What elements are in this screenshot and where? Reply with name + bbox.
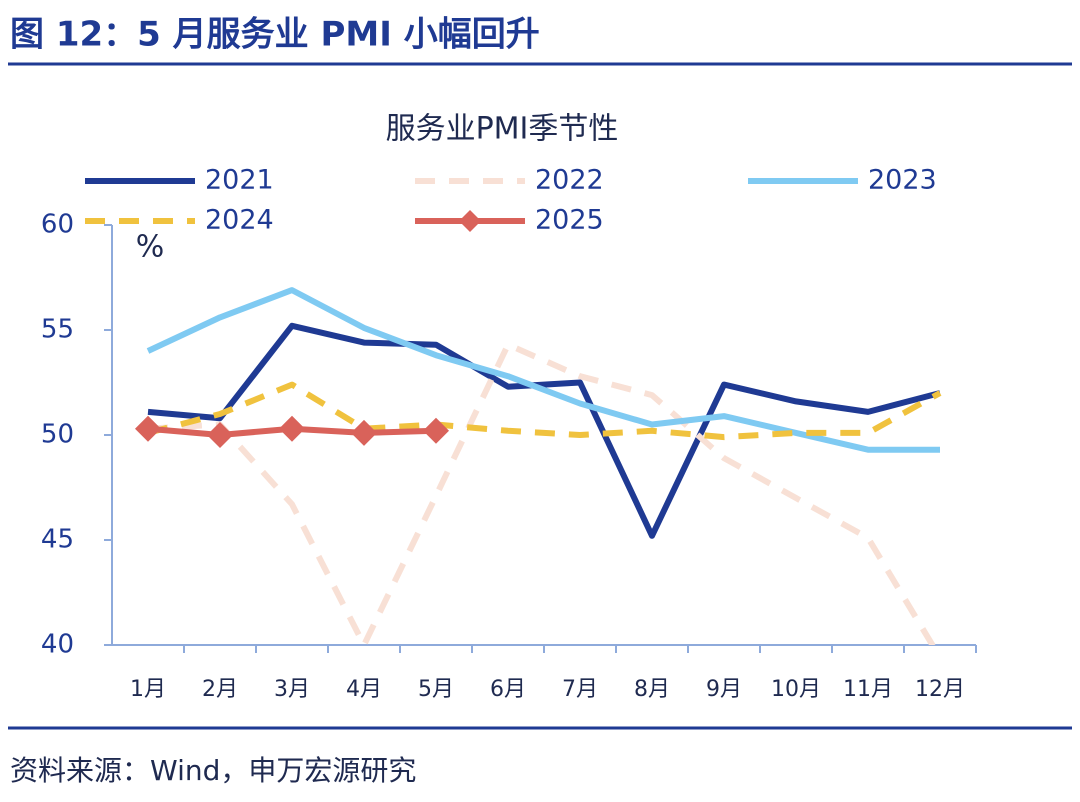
legend-label: 2022 xyxy=(535,165,604,196)
x-tick-label: 10月 xyxy=(771,677,821,702)
y-tick-label: 50 xyxy=(41,420,74,450)
x-tick-label: 9月 xyxy=(706,677,742,702)
y-unit: % xyxy=(136,230,165,265)
source: 资料来源：Wind，申万宏源研究 xyxy=(10,754,416,787)
x-tick-label: 6月 xyxy=(490,677,526,702)
legend-label: 2024 xyxy=(205,205,274,236)
header-title: 图 12：5 月服务业 PMI 小幅回升 xyxy=(10,15,540,55)
legend-label: 2025 xyxy=(535,205,604,236)
x-tick-label: 2月 xyxy=(202,677,238,702)
y-tick-label: 55 xyxy=(41,315,74,345)
y-tick-label: 40 xyxy=(41,630,74,660)
x-tick-label: 1月 xyxy=(130,677,166,702)
series-marker xyxy=(279,415,305,442)
series-line xyxy=(147,381,942,441)
plot-area xyxy=(135,287,942,645)
x-tick-label: 8月 xyxy=(634,677,670,702)
y-tick-label: 45 xyxy=(41,525,74,555)
x-tick-label: 11月 xyxy=(843,677,893,702)
legend-label: 2021 xyxy=(205,165,274,196)
series-line xyxy=(146,287,940,453)
x-tick-label: 12月 xyxy=(915,677,965,702)
x-tick-label: 7月 xyxy=(562,677,598,702)
legend-marker xyxy=(459,210,481,232)
series-marker xyxy=(423,417,449,444)
x-tick-label: 5月 xyxy=(418,677,454,702)
chart-title: 服务业PMI季节性 xyxy=(386,112,619,147)
x-tick-label: 3月 xyxy=(274,677,310,702)
y-tick-label: 60 xyxy=(41,210,74,240)
series-marker xyxy=(351,419,377,446)
legend-label: 2023 xyxy=(868,165,937,196)
x-tick-label: 4月 xyxy=(346,677,382,702)
series-marker xyxy=(207,422,233,448)
series-marker xyxy=(135,415,161,442)
series-line xyxy=(147,322,941,539)
